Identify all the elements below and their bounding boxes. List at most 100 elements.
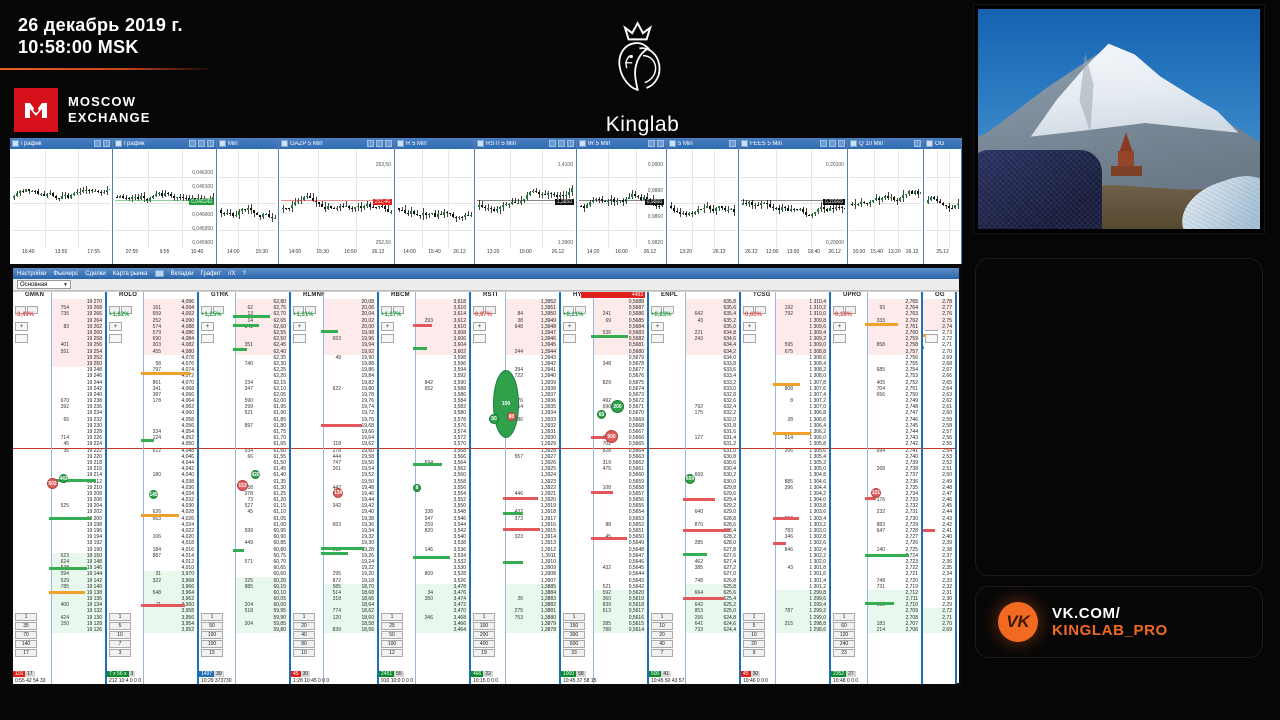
price-ladder-row[interactable]: 622 4,048	[143, 447, 195, 454]
price-ladder-row[interactable]: 62,20	[235, 373, 287, 379]
price-ladder-row[interactable]: 3,614	[415, 311, 467, 318]
price-ladder-row[interactable]: 659 2,710	[867, 602, 919, 609]
price-ladder-row[interactable]: 18,64	[323, 602, 375, 609]
price-ladder-row[interactable]: 624 19 148	[51, 558, 103, 566]
price-ladder-row[interactable]: 204 60,00	[235, 602, 287, 609]
price-ladder-row[interactable]: 19 264	[51, 317, 103, 324]
price-ladder-row[interactable]: 599 60,95	[235, 528, 287, 534]
order-book-chart-button[interactable]	[833, 334, 846, 343]
price-ladder-row[interactable]: 350 3,474	[415, 596, 467, 603]
price-ladder-row[interactable]: 1,3912	[505, 547, 557, 553]
menu-item-3[interactable]: Карта рынка	[112, 270, 148, 277]
price-ladder-row[interactable]: 1,3911	[505, 553, 557, 559]
price-ladder-row[interactable]: 0,5647	[593, 553, 645, 559]
price-ladder-row[interactable]: 525 19 204	[51, 503, 103, 509]
price-ladder-row[interactable]: 206 1 305,6	[775, 447, 827, 454]
price-ladder-row[interactable]: 3,466	[415, 620, 467, 627]
price-ladder-row[interactable]: 432 0,5645	[593, 565, 645, 571]
price-ladder-row[interactable]: 663 4,026	[143, 516, 195, 522]
price-ladder-row[interactable]: 1 299,6	[775, 596, 827, 603]
price-ladder-row[interactable]: 0,5667	[593, 429, 645, 435]
chart-restore-button[interactable]	[648, 140, 655, 147]
price-ladder-row[interactable]: 740 62,30	[235, 361, 287, 367]
price-ladder-row[interactable]: 1 303,6	[775, 509, 827, 515]
price-ladder-row[interactable]: 1,3908	[505, 571, 557, 577]
order-book-tcsg[interactable]: TCSG -0,60% +1 310,4 192 1 310,2 792 1 310,0 1 …	[741, 292, 831, 684]
price-ladder-row[interactable]: 839 18,56	[323, 626, 375, 634]
quantity-button-2[interactable]: 20	[651, 631, 673, 639]
price-ladder-row[interactable]: 175 632,2	[685, 410, 737, 416]
chart-titlebar[interactable]: График	[10, 138, 112, 149]
price-ladder-row[interactable]: 534 61,60	[235, 447, 287, 454]
price-ladder-row[interactable]: 4072,61	[923, 404, 953, 410]
quantity-button-1[interactable]: 25	[381, 622, 403, 630]
quantity-button-3[interactable]: 100	[381, 640, 403, 648]
chart-titlebar[interactable]: Q 10 Min	[848, 138, 923, 149]
price-ladder-row[interactable]: 4,036	[143, 485, 195, 491]
order-book-filter-button[interactable]	[845, 306, 856, 314]
price-ladder-row[interactable]: 2,744	[867, 429, 919, 435]
price-ladder-row[interactable]: 1,3931	[505, 429, 557, 435]
price-ladder-row[interactable]: 4,010	[143, 565, 195, 571]
price-ladder-row[interactable]: 4,044	[143, 460, 195, 466]
price-ladder-row[interactable]: 20,06	[323, 305, 375, 312]
quantity-button-0[interactable]: 1	[563, 613, 585, 621]
price-ladder-row[interactable]: 455 4,080	[143, 348, 195, 355]
position-marker-2[interactable]: 145	[149, 490, 158, 499]
price-ladder-row[interactable]: 62 62,75	[235, 305, 287, 312]
quantity-button-2[interactable]: 120	[833, 631, 855, 639]
price-ladder-row[interactable]: 647 2,728	[867, 528, 919, 534]
order-book-settings-button[interactable]	[109, 306, 120, 314]
quantity-button-1[interactable]: 20	[293, 622, 315, 630]
price-ladder-row[interactable]: 0,5676	[593, 373, 645, 379]
price-ladder-row[interactable]: 20,00	[323, 323, 375, 330]
price-ladder-row[interactable]: 19,32	[323, 534, 375, 540]
order-book-rolo[interactable]: ROLO +1,62% +4,096 161 4,094 659 4,092 252 4,090…	[107, 292, 199, 684]
position-marker-7[interactable]: 100	[493, 370, 519, 438]
price-ladder-row[interactable]: 351 62,45	[235, 342, 287, 349]
chart-window-9[interactable]: Q 10 Min 16:00 15:40 13:20 26.12	[848, 138, 924, 264]
price-ladder-row[interactable]: 722 1,3940	[505, 373, 557, 379]
price-ladder-row[interactable]: 285 628,0	[685, 540, 737, 546]
price-ladder-row[interactable]: 2,727	[867, 534, 919, 540]
quantity-buttons[interactable]: 1 5 10 20 9	[743, 613, 767, 658]
price-ladder-row[interactable]: 204 59,85	[235, 620, 287, 627]
quantity-buttons[interactable]: 1 50 100 100 15	[201, 613, 225, 658]
price-ladder-row[interactable]: 62,40	[235, 348, 287, 355]
price-ladder-row[interactable]: 3,532	[415, 559, 467, 565]
price-ladder-row[interactable]: 628,8	[685, 516, 737, 522]
price-ladder-row[interactable]: 4,038	[143, 478, 195, 485]
price-ladder-row[interactable]: 4,062	[143, 404, 195, 410]
price-ladder-row[interactable]: 557 1,3927	[505, 454, 557, 460]
price-ladder-row[interactable]: 19 260	[51, 329, 103, 337]
price-ladder-row[interactable]: 2,51	[923, 466, 953, 472]
price-ladder-row[interactable]: 69 0,5685	[593, 317, 645, 324]
price-ladder-row[interactable]: 347 62,10	[235, 386, 287, 392]
price-ladder-row[interactable]: 446 1,3921	[505, 491, 557, 497]
price-ladder-row[interactable]: 19 218	[51, 460, 103, 466]
price-ladder-row[interactable]: 0,5659	[593, 478, 645, 485]
price-ladder-row[interactable]: 842 3,590	[415, 379, 467, 386]
price-ladder-row[interactable]: 0,5677	[593, 367, 645, 373]
chart-window-3[interactable]: GAZP 5 Min 253,50 252,50 252,46 14:00 15:30 16…	[279, 138, 395, 264]
price-ladder-row[interactable]: 1,3879	[505, 620, 557, 627]
position-marker-11[interactable]: 60	[597, 410, 606, 419]
price-ladder-row[interactable]: 20,08	[323, 299, 375, 306]
price-ladder-row[interactable]: 180 4,040	[143, 472, 195, 478]
price-ladder-row[interactable]: 19 132	[51, 608, 103, 615]
price-ladder-row[interactable]: 748 2,720	[867, 577, 919, 584]
price-ladder-row[interactable]: 2,76	[923, 311, 953, 318]
quantity-button-4[interactable]: 9	[743, 649, 765, 657]
price-ladder-row[interactable]: 3,538	[415, 540, 467, 546]
chart-window-1[interactable]: ГрафикVTBR (MICEX) : 5m0,0462000,0461000…	[113, 138, 217, 264]
price-ladder-row[interactable]: 19 200	[51, 516, 103, 522]
menu-item-2[interactable]: Сделки	[85, 270, 106, 277]
price-ladder-row[interactable]: 2,739	[867, 460, 919, 466]
order-book-rbcm[interactable]: RBCM +1,37% +3,618 3,616 3,614 293 3,612 3,610 3…	[379, 292, 471, 684]
price-ladder-row[interactable]: 774 18,62	[323, 608, 375, 615]
price-ladder-row[interactable]: 2,759	[867, 336, 919, 343]
price-ladder-row[interactable]: 214 2,706	[867, 626, 919, 634]
price-ladder-row[interactable]: 3,562	[415, 466, 467, 472]
price-ladder-row[interactable]: 62,80	[235, 299, 287, 306]
price-ladder-row[interactable]: 1,3884	[505, 589, 557, 596]
